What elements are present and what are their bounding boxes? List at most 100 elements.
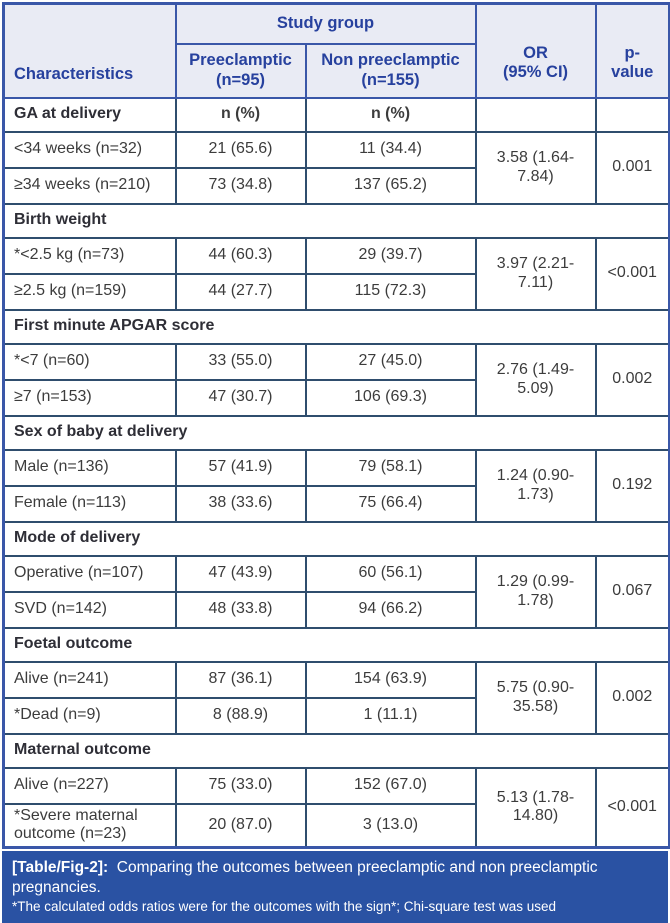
table-row: *Dead (n=9) 8 (88.9) 1 (11.1)	[2, 696, 670, 735]
row-label: ≥34 weeks (n=210)	[2, 166, 177, 205]
non-preeclamptic-value: 11 (34.4)	[304, 130, 477, 169]
table-row: <34 weeks (n=32) 21 (65.6) 11 (34.4) 3.58 (…	[2, 130, 670, 205]
subheader-cell: n (%)	[174, 96, 307, 133]
non-preeclamptic-value: 94 (66.2)	[304, 590, 477, 629]
footnote: *The calculated odds ratios were for the…	[12, 899, 557, 914]
empty-cell	[474, 96, 597, 133]
preeclamptic-value: 75 (33.0)	[174, 766, 307, 805]
preeclamptic-value: 44 (27.7)	[174, 272, 307, 311]
table-row: SVD (n=142) 48 (33.8) 94 (66.2)	[2, 590, 670, 629]
caption: [Table/Fig-2]: Comparing the outcomes be…	[12, 858, 658, 897]
section-title: Maternal outcome	[2, 732, 670, 769]
section-title-row: First minute APGAR score	[2, 308, 670, 345]
non-preeclamptic-value: 137 (65.2)	[304, 166, 477, 205]
preeclamptic-value: 87 (36.1)	[174, 660, 307, 699]
preeclamptic-value: 47 (30.7)	[174, 378, 307, 417]
characteristics-header: Characteristics	[2, 2, 177, 99]
p-value: 0.067	[594, 554, 670, 629]
subheader-cell: n (%)	[304, 96, 477, 133]
preeclamptic-value: 8 (88.9)	[174, 696, 307, 735]
p-value: 0.002	[594, 342, 670, 417]
preeclamptic-value: 47 (43.9)	[174, 554, 307, 593]
outcomes-table: Characteristics Study group OR (95% CI) …	[2, 2, 670, 850]
section-title-row: Sex of baby at delivery	[2, 414, 670, 451]
table-row: Alive (n=227) 75 (33.0) 152 (67.0) 5.13 (1.…	[2, 766, 670, 849]
or-value: 5.75 (0.90- 35.58)	[474, 660, 597, 735]
row-label: ≥7 (n=153)	[2, 378, 177, 417]
non-preeclamptic-value: 29 (39.7)	[304, 236, 477, 275]
or-value: 2.76 (1.49- 5.09)	[474, 342, 597, 417]
p-value-header: p- value	[594, 2, 670, 99]
section-title-row: Birth weight	[2, 202, 670, 239]
preeclamptic-value: 38 (33.6)	[174, 484, 307, 523]
study-group-header: Study group	[174, 2, 477, 45]
or-header: OR (95% CI)	[474, 2, 597, 99]
table-row: ≥7 (n=153) 47 (30.7) 106 (69.3)	[2, 378, 670, 417]
or-value: 5.13 (1.78- 14.80)	[474, 766, 597, 849]
non-preeclamptic-value: 154 (63.9)	[304, 660, 477, 699]
non-preeclamptic-value: 75 (66.4)	[304, 484, 477, 523]
section-title-row: Mode of delivery	[2, 520, 670, 557]
row-label: Alive (n=241)	[2, 660, 177, 699]
section-title: Sex of baby at delivery	[2, 414, 670, 451]
non-preeclamptic-value: 1 (11.1)	[304, 696, 477, 735]
row-label: *Dead (n=9)	[2, 696, 177, 735]
row-label: Operative (n=107)	[2, 554, 177, 593]
preeclamptic-value: 20 (87.0)	[174, 802, 307, 849]
table-row: *Severe maternal outcome (n=23) 20 (87.0)…	[2, 802, 670, 849]
p-value: 0.192	[594, 448, 670, 523]
preeclamptic-value: 57 (41.9)	[174, 448, 307, 487]
p-value: <0.001	[594, 766, 670, 849]
table-row: Female (n=113) 38 (33.6) 75 (66.4)	[2, 484, 670, 523]
row-label: Female (n=113)	[2, 484, 177, 523]
row-label: SVD (n=142)	[2, 590, 177, 629]
preeclamptic-value: 73 (34.8)	[174, 166, 307, 205]
table-row: Operative (n=107) 47 (43.9) 60 (56.1) 1.29 …	[2, 554, 670, 629]
or-value: 3.97 (2.21- 7.11)	[474, 236, 597, 311]
table-row: ≥34 weeks (n=210) 73 (34.8) 137 (65.2)	[2, 166, 670, 205]
table-row: Male (n=136) 57 (41.9) 79 (58.1) 1.24 (0.90…	[2, 448, 670, 523]
table-caption-bar: [Table/Fig-2]: Comparing the outcomes be…	[2, 851, 668, 923]
non-preeclamptic-header: Non preeclamptic (n=155)	[304, 42, 477, 99]
section-title: Birth weight	[2, 202, 670, 239]
table-header: Characteristics Study group OR (95% CI) …	[2, 2, 670, 99]
section-title: GA at delivery	[2, 96, 177, 133]
table-row: Alive (n=241) 87 (36.1) 154 (63.9) 5.75 (0.…	[2, 660, 670, 735]
section-title-row: GA at delivery n (%) n (%)	[2, 96, 670, 133]
row-label: Male (n=136)	[2, 448, 177, 487]
preeclamptic-header: Preeclamptic (n=95)	[174, 42, 307, 99]
row-label: Alive (n=227)	[2, 766, 177, 805]
non-preeclamptic-value: 60 (56.1)	[304, 554, 477, 593]
section-title: Foetal outcome	[2, 626, 670, 663]
empty-cell	[594, 96, 670, 133]
row-label: *Severe maternal outcome (n=23)	[2, 802, 177, 849]
section-title-row: Maternal outcome	[2, 732, 670, 769]
section-title: Mode of delivery	[2, 520, 670, 557]
table-row: *<2.5 kg (n=73) 44 (60.3) 29 (39.7) 3.97 (2…	[2, 236, 670, 311]
non-preeclamptic-value: 106 (69.3)	[304, 378, 477, 417]
p-value: <0.001	[594, 236, 670, 311]
table-row: *<7 (n=60) 33 (55.0) 27 (45.0) 2.76 (1.49- …	[2, 342, 670, 417]
preeclamptic-value: 21 (65.6)	[174, 130, 307, 169]
preeclamptic-value: 33 (55.0)	[174, 342, 307, 381]
preeclamptic-value: 44 (60.3)	[174, 236, 307, 275]
or-value: 1.24 (0.90- 1.73)	[474, 448, 597, 523]
caption-text: Comparing the outcomes between preeclamp…	[12, 859, 598, 896]
row-label: <34 weeks (n=32)	[2, 130, 177, 169]
non-preeclamptic-value: 152 (67.0)	[304, 766, 477, 805]
or-value: 1.29 (0.99- 1.78)	[474, 554, 597, 629]
or-value: 3.58 (1.64- 7.84)	[474, 130, 597, 205]
row-label: *<2.5 kg (n=73)	[2, 236, 177, 275]
p-value: 0.001	[594, 130, 670, 205]
table-body: GA at delivery n (%) n (%) <34 weeks (n=32)…	[2, 96, 670, 849]
non-preeclamptic-value: 3 (13.0)	[304, 802, 477, 849]
p-value: 0.002	[594, 660, 670, 735]
non-preeclamptic-value: 79 (58.1)	[304, 448, 477, 487]
non-preeclamptic-value: 115 (72.3)	[304, 272, 477, 311]
row-label: *<7 (n=60)	[2, 342, 177, 381]
non-preeclamptic-value: 27 (45.0)	[304, 342, 477, 381]
preeclamptic-value: 48 (33.8)	[174, 590, 307, 629]
figure-tag: [Table/Fig-2]:	[12, 859, 109, 877]
row-label: ≥2.5 kg (n=159)	[2, 272, 177, 311]
